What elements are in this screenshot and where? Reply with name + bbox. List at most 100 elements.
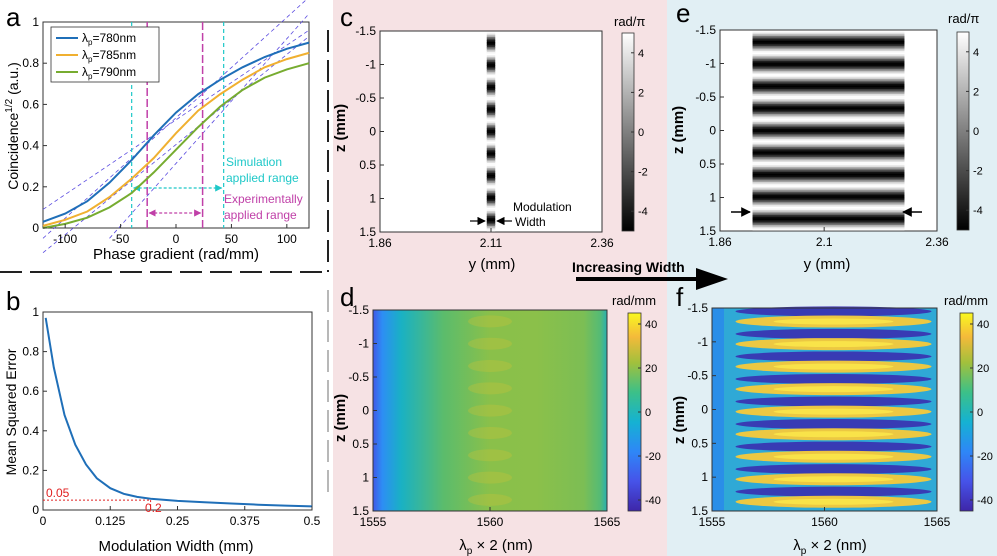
panel-e-stripe xyxy=(752,206,905,210)
panel-e-stripe xyxy=(752,170,905,173)
panel-e-stripe xyxy=(752,90,905,93)
panel-d-xtick-label: 1555 xyxy=(360,515,387,529)
panel-c-stripe xyxy=(486,169,496,172)
panel-c-stripe xyxy=(486,66,496,70)
panel-c-stripe xyxy=(486,51,496,55)
panel-c-stripe xyxy=(486,124,496,128)
panel-c-ytick-label: -1.5 xyxy=(355,24,376,38)
panel-e-stripe xyxy=(752,107,905,110)
panel-b-xtick-label: 0 xyxy=(40,514,47,528)
panel-c-stripe xyxy=(486,38,496,41)
panel-e-ytick-label: 0 xyxy=(709,124,716,138)
panel-e-stripe xyxy=(752,79,905,82)
panel-e-stripe xyxy=(752,40,905,44)
panel-e-stripe xyxy=(752,52,905,55)
panel-b-xtick-label: 0.5 xyxy=(304,514,321,528)
panel-c-stripe xyxy=(486,86,496,89)
panel-d-chart: 1555 1560 1565 -1.5 -1 -0.5 0 0.5 1 1.5 40 20 0 -20 -… xyxy=(332,293,661,556)
panel-f-positive-core xyxy=(773,386,894,393)
panel-e-ytick-label: -1.5 xyxy=(695,23,716,37)
modulation-width-label-2: Width xyxy=(515,215,546,229)
panel-a-ytick-label: 1 xyxy=(32,15,39,29)
panel-d-ytick-label: -0.5 xyxy=(348,370,369,384)
panel-c-stripe xyxy=(486,106,496,109)
panel-c-stripe xyxy=(486,136,496,139)
panel-d-ytick-label: -1.5 xyxy=(348,303,369,317)
panel-d-colorbar-tick-label: 20 xyxy=(645,363,657,375)
panel-e-ytick-label: -0.5 xyxy=(695,90,716,104)
panel-c-stripe xyxy=(486,151,496,154)
panel-c-stripe xyxy=(486,96,496,99)
panel-d-ripple xyxy=(468,382,512,395)
panel-c-stripe xyxy=(486,68,496,71)
panel-a-xtick-label: -50 xyxy=(112,232,130,246)
panel-c-stripe xyxy=(486,78,496,81)
panel-e-stripe xyxy=(752,74,905,77)
panel-c-stripe xyxy=(486,166,496,169)
panel-c-stripe xyxy=(486,217,496,220)
panel-c-stripe xyxy=(486,90,496,93)
panel-letter-c: c xyxy=(340,2,353,32)
panel-f-positive-core xyxy=(773,363,894,370)
panel-e-stripe xyxy=(752,110,905,113)
panel-a-xtick-label: -100 xyxy=(53,232,77,246)
panel-c-stripe xyxy=(486,63,496,66)
panel-c-stripe xyxy=(486,88,496,91)
panel-e-stripe xyxy=(752,112,905,115)
panel-f-colorbar-tick-label: -40 xyxy=(977,495,993,507)
panel-f-xlabel: λp × 2 (nm) xyxy=(793,537,867,556)
panel-f-colorbar-tick-label: -20 xyxy=(977,451,993,463)
panel-e-stripe xyxy=(752,175,905,178)
panel-d-ytick-label: 1.5 xyxy=(352,504,369,518)
panel-d-ripple xyxy=(468,426,512,439)
panel-d-ylabel: z (mm) xyxy=(332,394,349,442)
panel-e-stripe xyxy=(752,181,905,185)
panel-e-stripe xyxy=(752,62,905,65)
panel-c-stripe xyxy=(486,36,496,40)
panel-c-stripe xyxy=(486,209,496,212)
panel-f-ytick-label: 1.5 xyxy=(691,504,708,518)
panel-b-ytick-label: 0.8 xyxy=(22,345,39,359)
panel-f-colorbar-tick-label: 40 xyxy=(977,319,989,331)
panel-e-stripe xyxy=(752,158,905,161)
panel-e-stripe xyxy=(752,42,905,45)
panel-e-stripe xyxy=(752,160,905,163)
increasing-width-label: Increasing Width xyxy=(572,259,685,275)
panel-e-colorbar-tick-label: -4 xyxy=(973,205,983,217)
panel-c-stripe xyxy=(486,83,496,86)
panel-e-stripe xyxy=(752,94,905,97)
panel-e-stripe xyxy=(752,183,905,186)
panel-c-stripe xyxy=(486,177,496,181)
panel-d-colorbar-tick-label: 0 xyxy=(645,407,651,419)
panel-c-stripe xyxy=(486,118,496,121)
panel-e-stripe xyxy=(752,193,905,196)
panel-f-negative-band xyxy=(735,396,932,407)
panel-c-stripe xyxy=(486,216,496,219)
panel-e-stripe xyxy=(752,223,905,226)
panel-c-stripe xyxy=(486,121,496,124)
panel-f-negative-band xyxy=(735,419,932,430)
panel-e-stripe xyxy=(752,92,905,95)
panel-e-stripe xyxy=(752,98,905,102)
panel-c-stripe xyxy=(486,93,496,96)
panel-c-stripe xyxy=(486,201,496,204)
panel-e-stripe xyxy=(752,152,905,155)
panel-f-positive-core xyxy=(773,318,894,325)
panel-e-stripe xyxy=(752,213,905,216)
panel-e-xtick-label: 2.36 xyxy=(925,235,949,249)
panel-e-stripe xyxy=(752,50,905,54)
panel-a-tangent-guide xyxy=(109,13,310,239)
panel-f-left-edge xyxy=(712,308,724,511)
panel-b-plot-area xyxy=(42,311,313,511)
panel-e-stripe xyxy=(752,125,905,128)
panel-c-stripe xyxy=(486,113,496,116)
panel-f-positive-core xyxy=(773,408,894,415)
panel-c-stripe xyxy=(486,211,496,214)
panel-d-ripple xyxy=(468,404,512,417)
legend-entry-790: λp=790nm xyxy=(82,65,136,81)
panel-c-stripe xyxy=(486,138,496,141)
panel-e-stripe xyxy=(752,218,905,221)
increasing-width-arrow: Increasing Width xyxy=(572,259,728,290)
panel-e-stripe xyxy=(752,34,905,37)
panel-letter-e: e xyxy=(676,0,690,28)
